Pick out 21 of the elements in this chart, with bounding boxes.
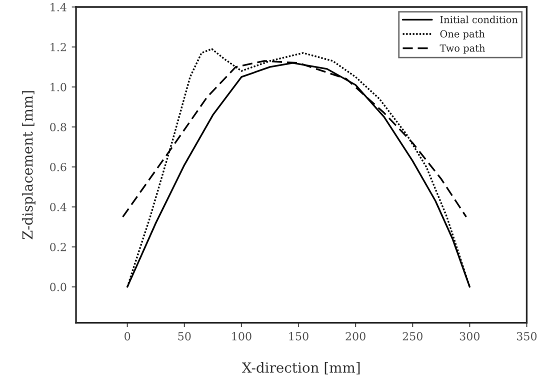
- y-tick-label: 1.2: [50, 42, 66, 52]
- x-tick-label: 150: [289, 332, 308, 340]
- y-tick-label: 0.0: [50, 282, 66, 292]
- x-tick-label: 250: [402, 332, 422, 340]
- x-tick-label: 100: [232, 332, 252, 340]
- x-axis-title: X-direction [mm]: [242, 362, 360, 374]
- legend-label: Initial condition: [440, 16, 518, 24]
- x-tick-label: 0: [124, 332, 130, 340]
- y-tick-label: 0.4: [50, 202, 66, 212]
- y-tick-label: 1.4: [50, 2, 66, 12]
- y-tick-label: 1.0: [50, 82, 66, 92]
- x-tick-label: 200: [346, 332, 366, 340]
- x-tick-label: 50: [178, 332, 191, 340]
- y-tick-label: 0.6: [50, 162, 66, 172]
- y-axis-title: Z-displacement [mm]: [22, 91, 36, 240]
- x-tick-label: 350: [516, 332, 537, 340]
- y-tick-label: 0.8: [50, 122, 66, 132]
- legend-label: Two path: [440, 44, 486, 54]
- x-tick-label: 300: [460, 332, 480, 340]
- legend-label: One path: [440, 30, 485, 40]
- y-tick-label: 0.2: [50, 242, 66, 252]
